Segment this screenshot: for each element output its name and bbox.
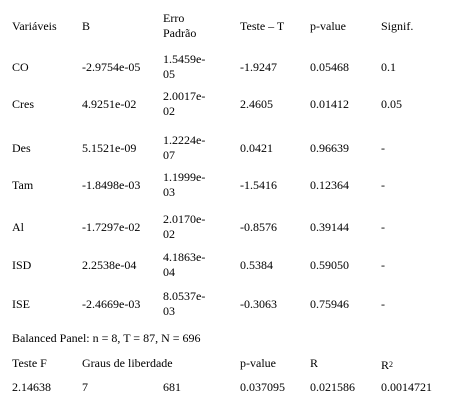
cell-signif: - (381, 258, 385, 272)
summary-value-teste-f: 2.14638 (12, 380, 51, 394)
cell-p-value: 0.59050 (310, 258, 349, 272)
cell-erro-padrao-line1: 2.0017e- (163, 89, 206, 103)
cell-signif: - (381, 141, 385, 155)
summary-header-r: R (310, 356, 319, 370)
cell-p-value: 0.05468 (310, 60, 349, 74)
cell-erro-padrao-line2: 03 (163, 185, 175, 199)
cell-erro-padrao-line2: 02 (163, 227, 175, 241)
summary-value-r2: 0.0014721 (381, 380, 432, 394)
header-variaveis: Variáveis (12, 19, 57, 33)
cell-signif: - (381, 297, 385, 311)
header-signif: Signif. (381, 19, 414, 33)
cell-p-value: 0.12364 (310, 178, 349, 192)
cell-erro-padrao-line1: 4.1863e- (163, 250, 206, 264)
cell-b: -1.7297e-02 (82, 220, 141, 234)
summary-header-graus: Graus de liberdade (82, 356, 173, 370)
header-b: B (82, 19, 91, 33)
header-teste-t: Teste – T (240, 19, 285, 33)
cell-teste-t: 0.0421 (240, 141, 273, 155)
r2-superscript: 2 (389, 360, 394, 369)
cell-b: -2.4669e-03 (82, 297, 141, 311)
summary-header-r2: R2 (381, 358, 393, 373)
cell-erro-padrao-line1: 1.5459e- (163, 52, 206, 66)
cell-erro-padrao-line1: 1.1999e- (163, 170, 206, 184)
cell-erro-padrao-line2: 03 (163, 304, 175, 318)
cell-p-value: 0.39144 (310, 220, 349, 234)
summary-value-graus-2: 681 (163, 380, 181, 394)
header-p-value: p-value (310, 19, 346, 33)
cell-b: -2.9754e-05 (82, 60, 141, 74)
cell-erro-padrao-line2: 07 (163, 148, 175, 162)
cell-teste-t: -0.8576 (240, 220, 277, 234)
cell-b: 4.9251e-02 (82, 97, 137, 111)
summary-value-p-value: 0.037095 (240, 380, 285, 394)
cell-erro-padrao-line1: 8.0537e- (163, 289, 206, 303)
cell-b: -1.8498e-03 (82, 178, 141, 192)
cell-b: 2.2538e-04 (82, 258, 137, 272)
cell-erro-padrao-line1: 1.2224e- (163, 133, 206, 147)
panel-note: Balanced Panel: n = 8, T = 87, N = 696 (12, 331, 201, 345)
cell-erro-padrao-line2: 02 (163, 104, 175, 118)
cell-teste-t: -1.9247 (240, 60, 277, 74)
summary-header-p-value: p-value (240, 356, 276, 370)
cell-teste-t: -1.5416 (240, 178, 277, 192)
cell-variable: Cres (12, 97, 34, 111)
cell-variable: Al (12, 220, 24, 234)
cell-b: 5.1521e-09 (82, 141, 137, 155)
cell-variable: ISD (12, 258, 32, 272)
summary-value-graus-1: 7 (82, 380, 88, 394)
cell-variable: CO (12, 60, 29, 74)
cell-p-value: 0.96639 (310, 141, 349, 155)
cell-erro-padrao-line2: 04 (163, 265, 175, 279)
cell-teste-t: 2.4605 (240, 97, 273, 111)
r2-base: R (381, 358, 390, 372)
cell-signif: - (381, 178, 385, 192)
cell-p-value: 0.75946 (310, 297, 349, 311)
cell-erro-padrao-line1: 2.0170e- (163, 212, 206, 226)
cell-variable: Des (12, 141, 31, 155)
cell-variable: Tam (12, 178, 34, 192)
cell-teste-t: -0.3063 (240, 297, 277, 311)
cell-variable: ISE (12, 297, 30, 311)
cell-teste-t: 0.5384 (240, 258, 273, 272)
cell-erro-padrao-line2: 05 (163, 67, 175, 81)
cell-signif: 0.05 (381, 97, 402, 111)
header-padrao: Padrão (163, 26, 197, 40)
cell-signif: - (381, 220, 385, 234)
summary-value-r: 0.021586 (310, 380, 355, 394)
summary-header-teste-f: Teste F (12, 356, 47, 370)
cell-signif: 0.1 (381, 60, 396, 74)
cell-p-value: 0.01412 (310, 97, 349, 111)
header-erro: Erro (163, 11, 185, 25)
